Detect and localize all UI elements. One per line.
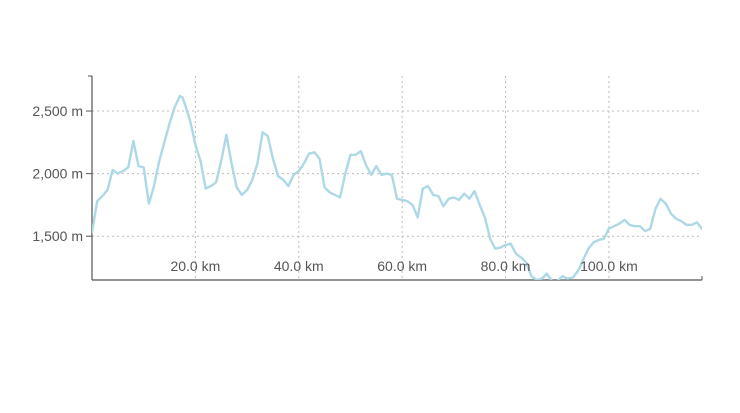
x-tick-label: 20.0 km	[170, 258, 220, 274]
grid-layer	[92, 76, 702, 280]
elevation-line	[92, 94, 702, 280]
axis-layer	[86, 75, 703, 281]
x-tick-label: 40.0 km	[274, 258, 324, 274]
x-tick-label: 80.0 km	[481, 258, 531, 274]
x-tick-label: 60.0 km	[377, 258, 427, 274]
label-layer: 1,500 m 2,000 m 2,500 m 20.0 km 40.0 km 60.0 …	[32, 103, 637, 274]
y-tick-label: 1,500 m	[32, 228, 83, 244]
y-tick-label: 2,500 m	[32, 103, 83, 119]
y-tick-label: 2,000 m	[32, 166, 83, 182]
x-tick-label: 100.0 km	[580, 258, 638, 274]
series-layer	[92, 94, 702, 280]
